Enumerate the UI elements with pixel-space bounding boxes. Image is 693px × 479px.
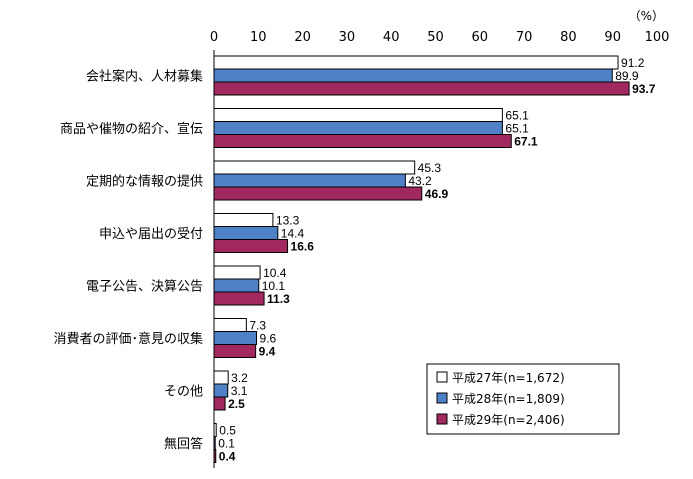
- data-label: 9.6: [260, 332, 277, 346]
- bar: [213, 121, 503, 135]
- data-label: 13.3: [276, 214, 300, 228]
- data-label: 91.2: [621, 56, 645, 70]
- category-label: その他: [164, 385, 203, 400]
- legend-box: [426, 363, 620, 435]
- x-tick-label: 30: [339, 30, 356, 45]
- x-tick-label: 90: [604, 30, 621, 45]
- bar: [213, 173, 406, 188]
- bar: [213, 226, 279, 240]
- x-tick-label: 0: [210, 30, 218, 45]
- bar: [213, 186, 423, 201]
- bar: [213, 344, 257, 358]
- legend-entry: 平成28年(n=1,809): [452, 392, 565, 406]
- category-label: 電子公告、決算公告: [86, 280, 203, 295]
- bar: [213, 68, 613, 83]
- x-tick-label: 80: [560, 30, 577, 45]
- data-label: 46.9: [425, 187, 449, 201]
- x-tick-label: 10: [250, 30, 267, 45]
- bar: [213, 370, 229, 385]
- category-label: 会社案内、人材募集: [86, 69, 203, 85]
- data-label: 67.1: [514, 135, 538, 149]
- bar: [213, 291, 265, 306]
- bar: [213, 383, 229, 398]
- bar: [213, 239, 289, 253]
- data-label: 14.4: [281, 227, 305, 241]
- data-label: 93.7: [632, 82, 656, 96]
- x-axis-ticks: 0 10 20 30 40 50 60 70 80 90 100: [210, 30, 670, 45]
- x-tick-label: 100: [645, 30, 670, 45]
- data-label: 2.5: [228, 397, 245, 411]
- unit-label: （%）: [629, 9, 664, 23]
- data-label: 9.4: [259, 345, 276, 359]
- data-label: 3.2: [231, 371, 248, 385]
- plot-area: 会社案内、人材募集 91.289.993.7 商品や催物の紹介、宣伝 65.165.1…: [53, 50, 656, 468]
- data-label: 0.5: [219, 424, 236, 438]
- x-tick-label: 20: [294, 30, 311, 45]
- data-label: 3.1: [231, 384, 248, 398]
- x-tick-label: 40: [383, 30, 400, 45]
- bar: [213, 134, 512, 148]
- bar: [213, 265, 261, 280]
- data-label: 16.6: [291, 240, 315, 254]
- bar: [213, 213, 274, 227]
- bar: [213, 278, 260, 293]
- data-label: 65.1: [505, 122, 529, 136]
- category-label: 消費者の評価･意見の収集: [53, 331, 203, 347]
- bar: [213, 55, 619, 70]
- x-tick-label: 50: [427, 30, 444, 45]
- data-label: 43.2: [408, 174, 432, 188]
- category-label: 商品や催物の紹介、宣伝: [60, 121, 203, 137]
- category-label: 定期的な情報の提供: [86, 174, 203, 190]
- legend-swatch: [436, 413, 448, 425]
- data-label: 65.1: [505, 109, 529, 123]
- legend-swatch: [436, 392, 448, 404]
- category-label: 申込や届出の受付: [99, 227, 203, 242]
- data-label: 0.4: [219, 450, 236, 464]
- bar: [213, 108, 503, 122]
- bar: [213, 81, 630, 96]
- bar: [213, 331, 258, 345]
- data-label: 0.1: [218, 437, 235, 451]
- legend: 平成27年(n=1,672) 平成28年(n=1,809) 平成29年(n=2,40…: [426, 363, 620, 435]
- data-label: 45.3: [418, 161, 442, 175]
- category-label: 無回答: [164, 436, 203, 452]
- bar: [213, 396, 226, 411]
- bar: [213, 160, 416, 175]
- x-tick-label: 60: [472, 30, 489, 45]
- data-label: 89.9: [615, 69, 639, 83]
- legend-entry: 平成29年(n=2,406): [452, 413, 565, 427]
- bar: [213, 318, 247, 332]
- data-label: 10.4: [263, 266, 287, 280]
- legend-swatch: [436, 371, 448, 383]
- legend-entry: 平成27年(n=1,672): [452, 371, 565, 385]
- data-label: 10.1: [262, 279, 286, 293]
- data-label: 7.3: [249, 319, 266, 333]
- data-label: 11.3: [267, 292, 290, 306]
- x-tick-label: 70: [516, 30, 533, 45]
